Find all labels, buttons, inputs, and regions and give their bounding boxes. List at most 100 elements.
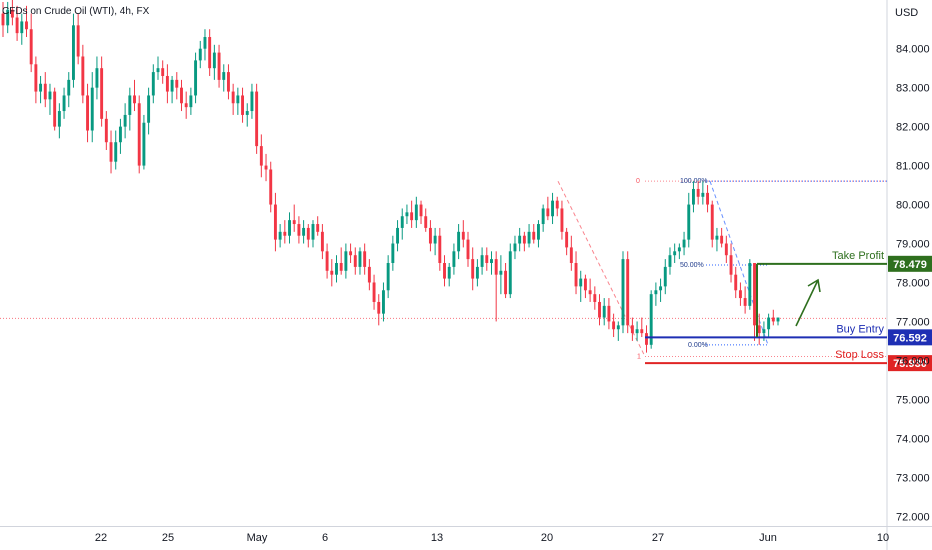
- candle-body: [161, 68, 165, 76]
- candle-body: [302, 227, 306, 236]
- candle-body: [114, 142, 118, 162]
- trade-levels[interactable]: Take Profit 78.479 Buy Entry 76.592 Stop Los…: [645, 250, 932, 372]
- candle-body: [419, 204, 423, 217]
- candle: [358, 247, 362, 275]
- x-tick-label: May: [247, 532, 268, 544]
- candle: [71, 13, 75, 88]
- candle: [363, 243, 367, 275]
- candle: [673, 243, 677, 263]
- candle: [142, 114, 146, 170]
- candle: [771, 309, 775, 326]
- candle: [753, 263, 756, 341]
- candle: [175, 72, 179, 100]
- candle-body: [335, 263, 338, 275]
- candle: [757, 313, 761, 345]
- candle: [668, 247, 672, 275]
- candle: [34, 56, 38, 104]
- x-tick-label: 22: [95, 532, 107, 544]
- candle-body: [720, 235, 724, 244]
- candle-body: [710, 204, 714, 240]
- candle: [438, 227, 442, 271]
- time-axis[interactable]: 22 25 May 6 13 20 27 Jun 10: [95, 532, 889, 544]
- candle-body: [372, 282, 376, 302]
- candle-body: [349, 251, 353, 256]
- candle-body: [621, 259, 625, 326]
- candle: [583, 274, 587, 299]
- candle-body: [128, 95, 132, 115]
- level-stop-loss[interactable]: Stop Loss 75.930: [645, 349, 932, 372]
- candle-body: [165, 75, 169, 92]
- candle-body: [194, 60, 198, 96]
- candle-body: [701, 192, 705, 197]
- candle-body: [405, 212, 409, 217]
- candle-body: [490, 259, 493, 263]
- level-take-profit[interactable]: Take Profit 78.479: [757, 250, 932, 272]
- candle: [663, 259, 667, 295]
- level-buy-entry[interactable]: Buy Entry 76.592: [645, 323, 932, 346]
- currency-label[interactable]: USD: [895, 7, 918, 19]
- candle-body: [551, 200, 555, 217]
- candle: [25, 5, 28, 38]
- y-tick-label: 76.000: [896, 355, 930, 367]
- y-tick-label: 75.000: [896, 394, 930, 406]
- candle: [630, 317, 634, 341]
- candle-body: [81, 56, 85, 96]
- candle-body: [184, 103, 188, 108]
- candle: [767, 313, 771, 338]
- candle: [428, 220, 432, 252]
- candle: [518, 227, 522, 252]
- candle-body: [137, 103, 141, 166]
- candle: [626, 251, 630, 334]
- y-tick-label: 77.000: [896, 316, 930, 328]
- candle-body: [6, 9, 10, 26]
- candle-body: [217, 52, 221, 80]
- candle: [748, 259, 752, 310]
- candle: [62, 87, 66, 119]
- candle: [48, 83, 52, 115]
- candle-body: [654, 290, 658, 295]
- candle: [499, 255, 503, 295]
- candle: [508, 243, 512, 299]
- candle-body: [466, 239, 470, 260]
- y-tick-label: 84.000: [896, 44, 930, 56]
- candle-body: [687, 204, 691, 240]
- candle-body: [414, 204, 418, 221]
- candle: [724, 235, 728, 263]
- candle-body: [344, 251, 348, 271]
- candle-body: [1, 13, 5, 26]
- candle: [208, 29, 212, 76]
- price-axis[interactable]: 72.000 73.000 74.000 75.000 76.000 77.000 78.0…: [896, 44, 930, 524]
- price-tag-text: 75.930: [893, 358, 927, 370]
- candle: [95, 56, 99, 100]
- candle: [325, 243, 329, 279]
- candle: [165, 64, 169, 104]
- candle: [156, 56, 160, 80]
- candle: [39, 75, 43, 104]
- candle-body: [264, 165, 268, 170]
- candle-body: [569, 247, 573, 263]
- candle: [245, 103, 249, 127]
- candle-body: [673, 251, 677, 256]
- candle-body: [76, 25, 80, 57]
- candle-body: [283, 231, 287, 236]
- y-tick-label: 83.000: [896, 83, 930, 95]
- candle-body: [53, 91, 57, 127]
- candle-body: [142, 122, 146, 166]
- candle: [419, 200, 423, 225]
- candle-body: [377, 301, 381, 314]
- candle-body: [381, 290, 385, 314]
- candle-body: [208, 37, 212, 69]
- candle: [311, 220, 315, 248]
- candle-body: [715, 235, 719, 240]
- x-tick-label: 27: [652, 532, 664, 544]
- chart-title: CFDs on Crude Oil (WTI), 4h, FX: [2, 6, 150, 17]
- candle-body: [475, 266, 479, 279]
- candle-body: [635, 329, 639, 334]
- x-tick-label: Jun: [759, 532, 777, 544]
- candle-body: [57, 111, 61, 127]
- candle-body: [452, 251, 456, 267]
- level-label: Stop Loss: [835, 349, 884, 361]
- candle: [316, 216, 320, 236]
- candle-body: [330, 270, 334, 275]
